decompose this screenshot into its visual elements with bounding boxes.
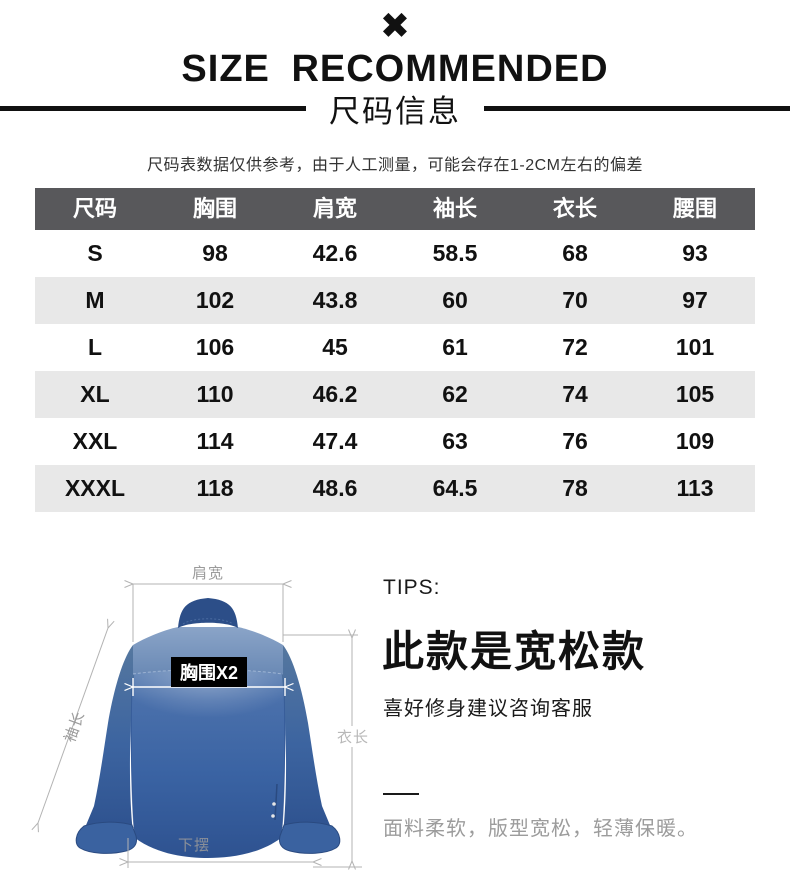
chest-x2-label: 胸围X2 bbox=[171, 657, 248, 687]
shirt-measurement-figure: 肩宽 胸围X2 袖长 衣长 下摆 bbox=[28, 558, 376, 890]
table-row-m: M 102 43.8 60 70 97 bbox=[35, 277, 755, 324]
garment-length-label: 衣长 bbox=[336, 726, 371, 747]
cell-size: S bbox=[87, 240, 103, 266]
cell-value: 60 bbox=[442, 287, 468, 313]
cell-value: 105 bbox=[675, 381, 715, 407]
col-sleeve: 袖长 bbox=[432, 196, 477, 221]
cell-value: 76 bbox=[562, 428, 588, 454]
col-waist: 腰围 bbox=[672, 196, 717, 221]
page-title-en: SIZE RECOMMENDED bbox=[181, 48, 609, 90]
col-shoulder: 肩宽 bbox=[312, 196, 357, 221]
cell-value: 101 bbox=[675, 334, 715, 360]
table-row-xxl: XXL 114 47.4 63 76 109 bbox=[35, 418, 755, 465]
hem-label: 下摆 bbox=[178, 837, 211, 854]
page-title-cn: 尺码信息 bbox=[329, 94, 461, 129]
tips-fit-advice: 喜好修身建议咨询客服 bbox=[383, 698, 593, 720]
table-row-s: S 98 42.6 58.5 68 93 bbox=[35, 230, 755, 277]
size-table: 尺码 胸围 肩宽 袖长 衣长 腰围 S 98 42.6 58.5 68 93 M… bbox=[35, 188, 755, 512]
cell-value: 109 bbox=[675, 428, 715, 454]
cell-value: 78 bbox=[562, 475, 588, 501]
cell-value: 113 bbox=[676, 475, 714, 501]
cell-value: 97 bbox=[682, 287, 708, 313]
cell-value: 98 bbox=[202, 240, 228, 266]
cell-value: 46.2 bbox=[312, 381, 358, 407]
cell-size: XL bbox=[80, 381, 110, 407]
measurement-disclaimer: 尺码表数据仅供参考，由于人工测量，可能会存在1-2CM左右的偏差 bbox=[146, 157, 643, 174]
cell-value: 106 bbox=[195, 334, 235, 360]
cell-value: 47.4 bbox=[312, 428, 358, 454]
close-x-icon: ✖ bbox=[379, 5, 411, 46]
cell-value: 93 bbox=[682, 240, 708, 266]
tips-fit-statement: 此款是宽松款 bbox=[382, 628, 647, 675]
cell-value: 48.6 bbox=[312, 475, 358, 501]
cell-value: 64.5 bbox=[432, 475, 478, 501]
title-divider-left bbox=[0, 106, 306, 111]
cell-value: 43.8 bbox=[312, 287, 358, 313]
cell-value: 70 bbox=[562, 287, 588, 313]
col-length: 衣长 bbox=[552, 196, 597, 221]
cell-size: L bbox=[87, 334, 103, 360]
tips-heading: TIPS: bbox=[383, 576, 441, 599]
cell-value: 63 bbox=[442, 428, 468, 454]
col-chest: 胸围 bbox=[192, 196, 237, 221]
cell-value: 102 bbox=[195, 287, 235, 313]
cell-size: XXL bbox=[72, 428, 118, 454]
shoulder-width-label: 肩宽 bbox=[191, 565, 224, 582]
title-divider-right bbox=[484, 106, 790, 111]
cell-size: M bbox=[85, 287, 105, 313]
cell-value: 42.6 bbox=[312, 240, 358, 266]
cell-value: 68 bbox=[562, 240, 588, 266]
cell-value: 61 bbox=[442, 334, 468, 360]
cell-value: 74 bbox=[562, 381, 588, 407]
size-table-header-row: 尺码 胸围 肩宽 袖长 衣长 腰围 bbox=[35, 188, 755, 230]
cell-value: 110 bbox=[196, 381, 234, 407]
cell-value: 72 bbox=[562, 334, 588, 360]
cell-value: 114 bbox=[196, 428, 234, 454]
cell-value: 45 bbox=[322, 334, 348, 360]
cell-value: 62 bbox=[442, 381, 468, 407]
tips-divider bbox=[383, 793, 419, 795]
cell-size: XXXL bbox=[64, 475, 126, 501]
col-size: 尺码 bbox=[72, 196, 117, 221]
cell-value: 118 bbox=[196, 475, 234, 501]
cell-value: 58.5 bbox=[432, 240, 478, 266]
table-row-l: L 106 45 61 72 101 bbox=[35, 324, 755, 371]
fabric-description: 面料柔软，版型宽松，轻薄保暖。 bbox=[383, 818, 698, 840]
table-row-xxxl: XXXL 118 48.6 64.5 78 113 bbox=[35, 465, 755, 512]
table-row-xl: XL 110 46.2 62 74 105 bbox=[35, 371, 755, 418]
